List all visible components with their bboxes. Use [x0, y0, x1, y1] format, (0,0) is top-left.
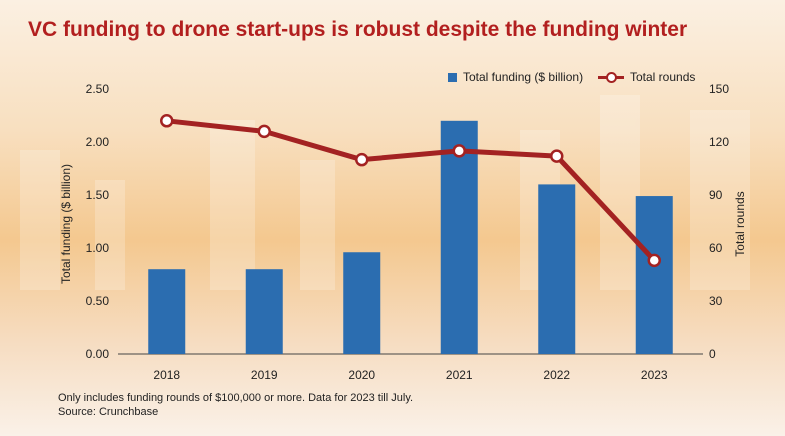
y-tick-label-right: 0 — [709, 347, 716, 361]
x-tick-label: 2022 — [543, 368, 570, 382]
bar-funding — [635, 196, 673, 354]
chart-title: VC funding to drone start-ups is robust … — [28, 18, 688, 41]
y-tick-label-left: 0.50 — [86, 294, 110, 308]
x-tick-label: 2023 — [641, 368, 668, 382]
y-tick-label-left: 1.00 — [86, 241, 110, 255]
x-tick-label: 2019 — [251, 368, 278, 382]
legend-label-funding: Total funding ($ billion) — [463, 70, 584, 84]
legend-label-rounds: Total rounds — [630, 70, 696, 84]
source-note: Source: Crunchbase — [58, 406, 159, 418]
legend-line-swatch — [598, 71, 624, 83]
bar-funding — [343, 252, 381, 354]
y-tick-label-right: 150 — [709, 82, 729, 96]
bar-funding — [538, 184, 576, 354]
point-rounds — [452, 144, 466, 158]
point-rounds — [160, 114, 174, 128]
point-rounds — [355, 152, 369, 167]
y-tick-label-left: 1.50 — [86, 188, 110, 202]
legend-item-rounds: Total rounds — [598, 70, 695, 84]
y-tick-label-left: 2.50 — [86, 82, 110, 96]
footnote: Only includes funding rounds of $100,000… — [58, 392, 414, 404]
bar-funding — [245, 269, 283, 354]
y-tick-label-right: 90 — [709, 188, 723, 202]
x-tick-label: 2020 — [348, 368, 375, 382]
y-tick-label-right: 60 — [709, 241, 723, 255]
x-tick-label: 2018 — [153, 368, 180, 382]
y-tick-label-left: 0.00 — [86, 347, 110, 361]
x-tick-label: 2021 — [446, 368, 473, 382]
bar-funding — [440, 120, 478, 354]
bar-funding — [148, 269, 186, 354]
chart-notes: Only includes funding rounds of $100,000… — [58, 391, 413, 419]
point-rounds — [647, 253, 661, 268]
legend-bar-swatch — [448, 72, 457, 82]
y-tick-label-left: 2.00 — [86, 135, 110, 149]
y-tick-label-right: 30 — [709, 294, 723, 308]
line-rounds — [164, 118, 657, 263]
point-rounds — [550, 149, 564, 163]
y-tick-label-right: 120 — [709, 135, 729, 149]
legend-item-funding: Total funding ($ billion) — [448, 70, 583, 84]
point-rounds — [257, 124, 271, 139]
